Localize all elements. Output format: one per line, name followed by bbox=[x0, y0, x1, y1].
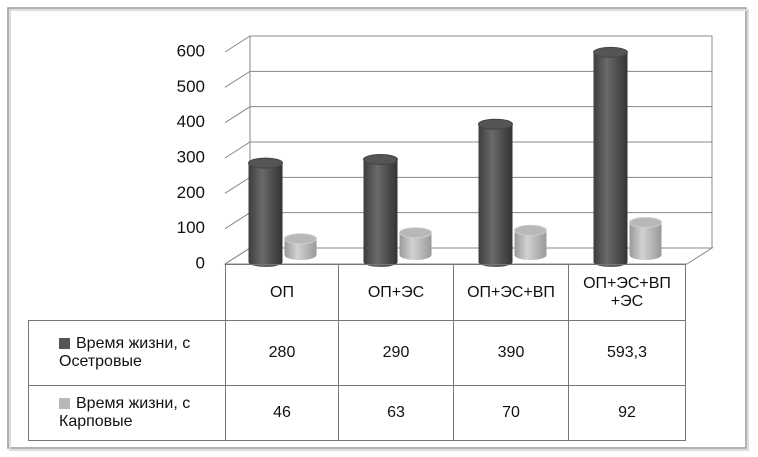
value-cell: 63 bbox=[338, 385, 454, 441]
legend-cell: Время жизни, с Осетровые bbox=[28, 320, 226, 386]
cylinder bbox=[248, 163, 283, 267]
value-cell: 390 bbox=[453, 320, 569, 386]
cylinder-top bbox=[514, 224, 547, 236]
legend-cell: Время жизни, с Карповые bbox=[28, 385, 226, 441]
y-tick-label: 200 bbox=[177, 183, 205, 202]
y-tick-label: 400 bbox=[177, 112, 205, 131]
category-label: ОП+ЭС+ВП +ЭС bbox=[568, 264, 686, 321]
cylinder-top bbox=[284, 233, 317, 245]
category-label: ОП bbox=[225, 264, 339, 321]
value-cell: 70 bbox=[453, 385, 569, 441]
value-cell: 593,3 bbox=[568, 320, 686, 386]
y-tick-label: 100 bbox=[177, 218, 205, 237]
y-tick-label: 300 bbox=[177, 147, 205, 166]
cylinder-top bbox=[593, 46, 628, 58]
category-label: ОП+ЭС bbox=[338, 264, 454, 321]
cylinder bbox=[284, 238, 317, 260]
cylinder bbox=[629, 222, 662, 260]
grid-line bbox=[224, 106, 712, 124]
value-cell: 280 bbox=[225, 320, 339, 386]
legend-swatch bbox=[59, 398, 70, 410]
cylinder bbox=[593, 52, 628, 267]
legend-label: Время жизни, с Карповые bbox=[59, 395, 191, 430]
y-tick-label: 500 bbox=[177, 77, 205, 96]
cylinder-top bbox=[399, 227, 432, 239]
value-cell: 290 bbox=[338, 320, 454, 386]
grid-line bbox=[224, 35, 712, 53]
cylinder-top bbox=[629, 216, 662, 228]
y-tick-label: 0 bbox=[196, 253, 205, 272]
cylinder-top bbox=[248, 157, 283, 169]
data-table: ОП ОП+ЭС ОП+ЭС+ВП ОП+ЭС+ВП +ЭС Время жизни,… bbox=[28, 264, 686, 441]
legend-swatch bbox=[59, 338, 70, 350]
y-tick-label: 600 bbox=[177, 41, 205, 60]
cylinder-top bbox=[478, 118, 513, 130]
grid-line bbox=[224, 141, 712, 159]
cylinder-top bbox=[363, 154, 398, 166]
cylinder bbox=[399, 232, 432, 260]
category-label: ОП+ЭС+ВП bbox=[453, 264, 569, 321]
value-cell: 46 bbox=[225, 385, 339, 441]
cylinder bbox=[514, 230, 547, 260]
cylinder bbox=[478, 124, 513, 267]
frame-shadow bbox=[9, 9, 749, 451]
grid-line bbox=[224, 70, 712, 88]
value-cell: 92 bbox=[568, 385, 686, 441]
legend-label: Время жизни, с Осетровые bbox=[59, 335, 191, 370]
cylinder bbox=[363, 159, 398, 267]
